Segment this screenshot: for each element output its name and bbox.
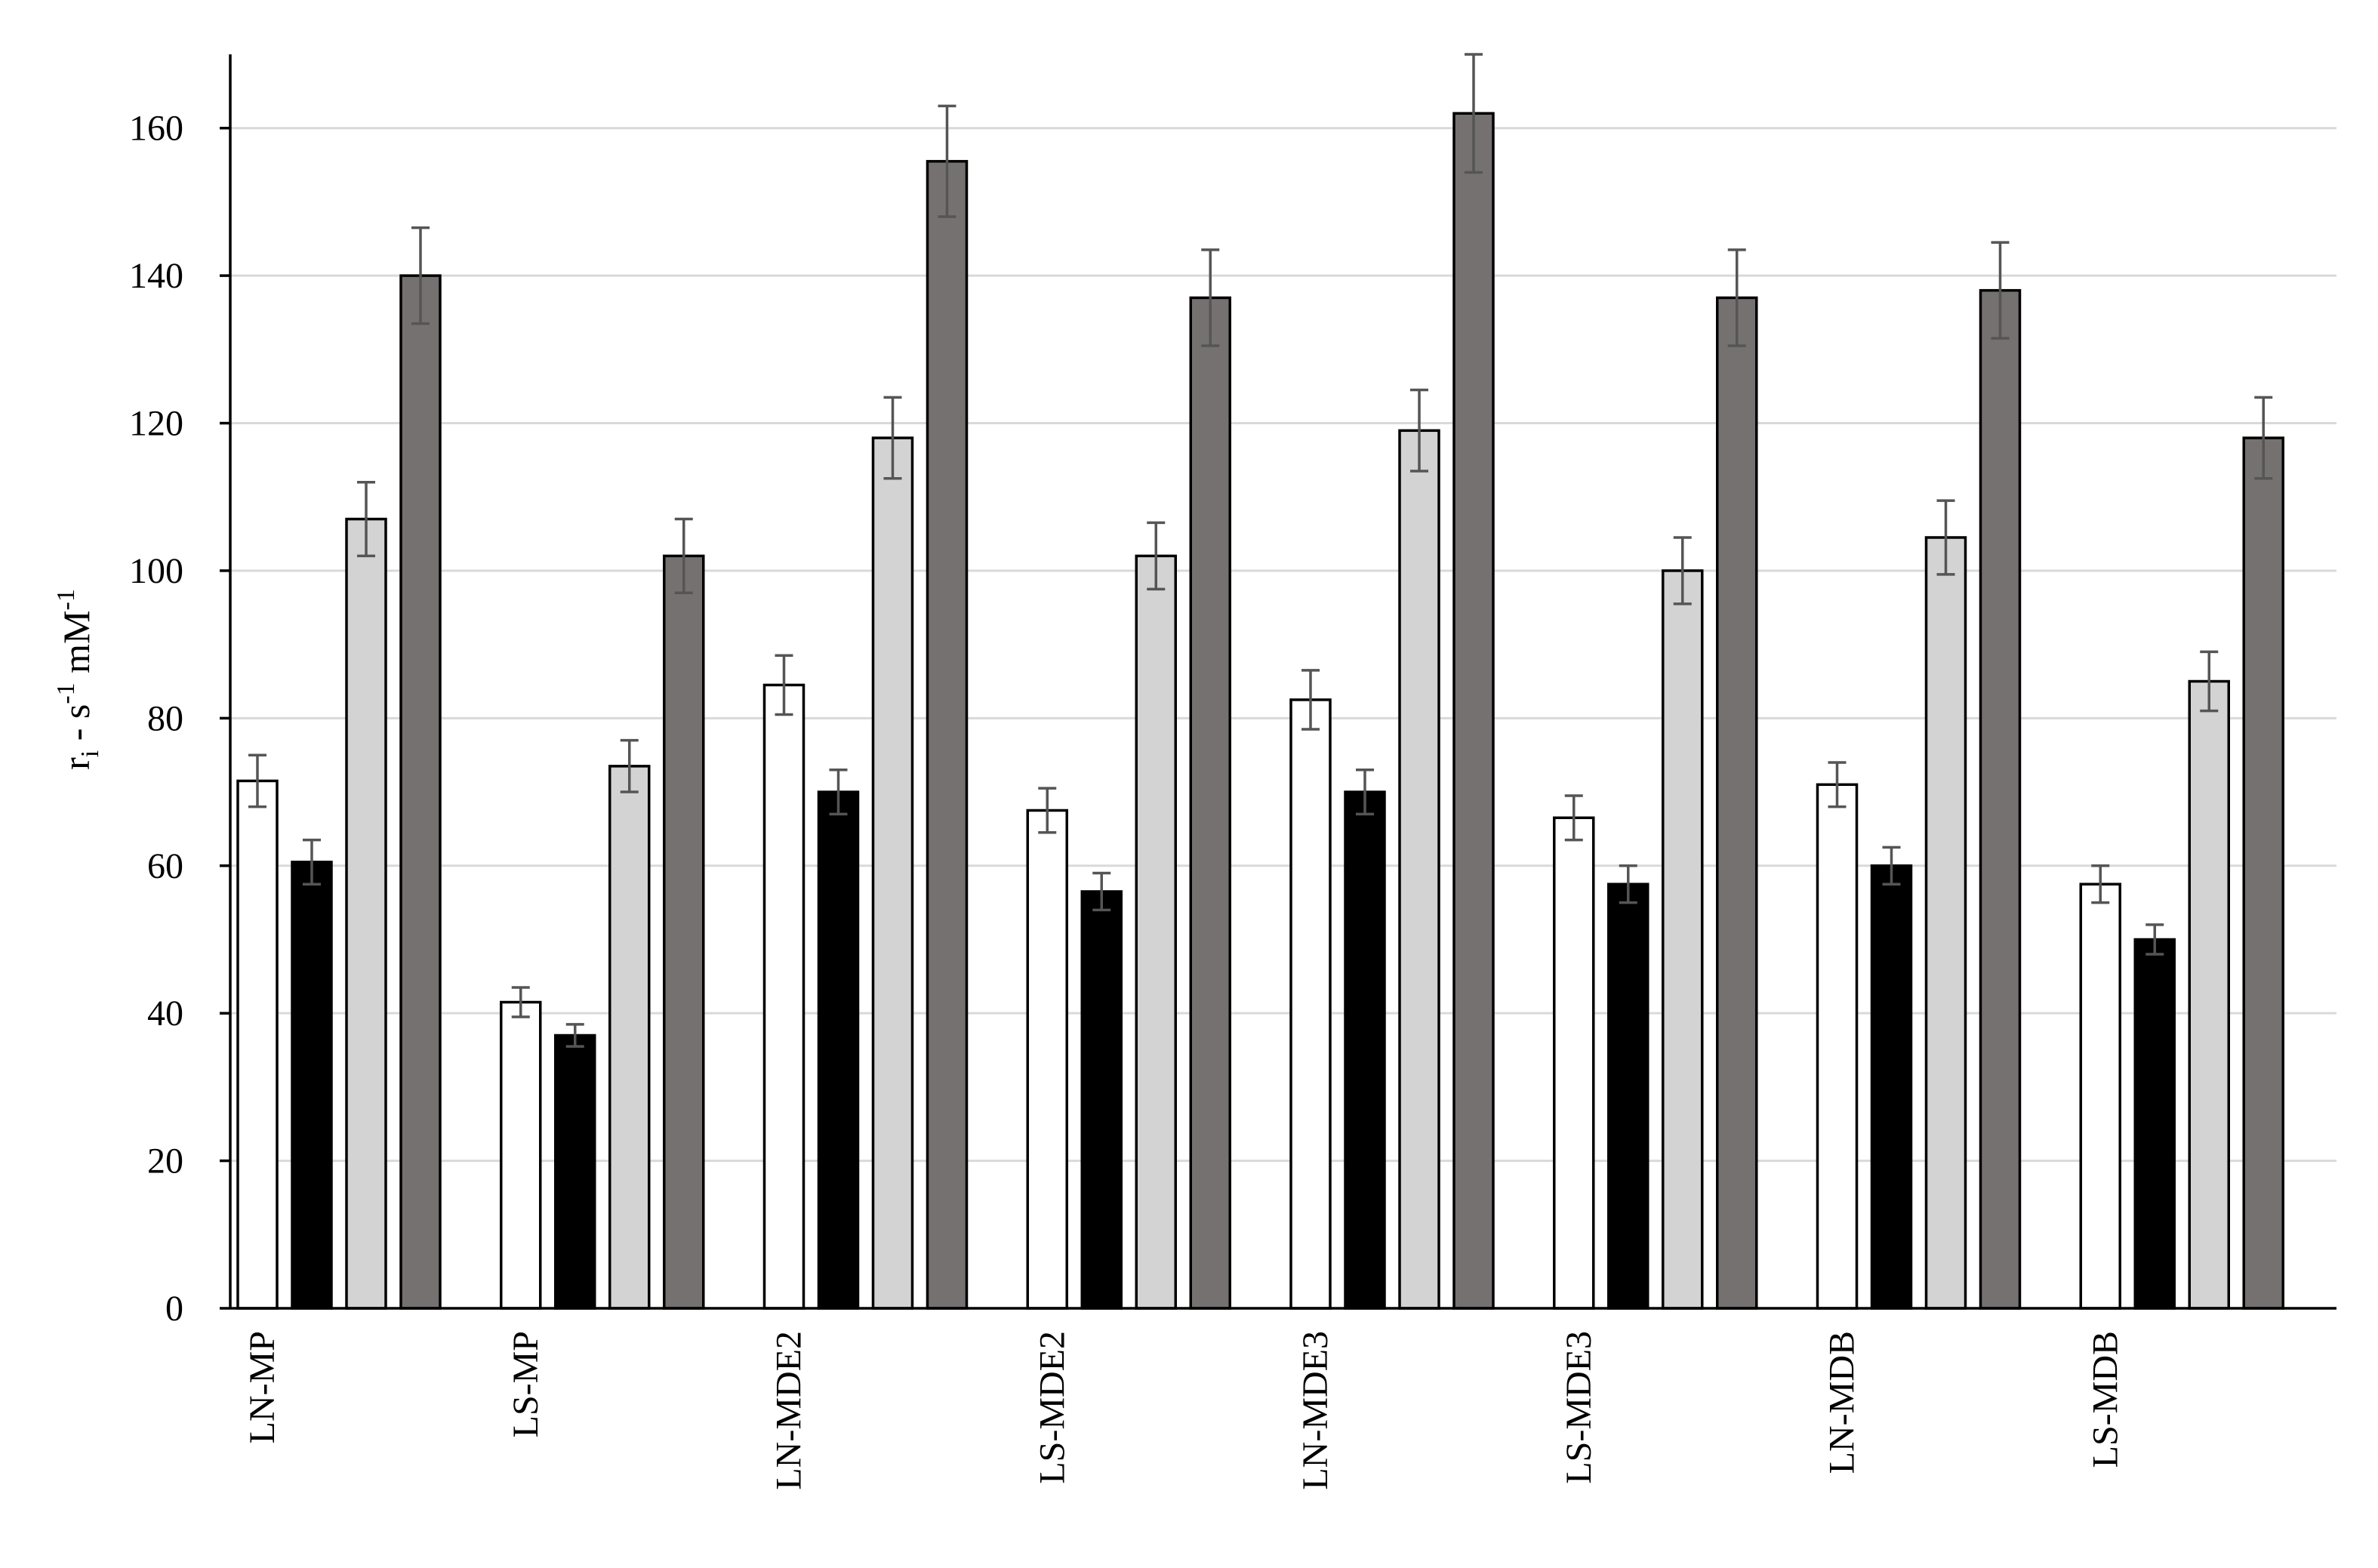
- y-tick-label: 40: [147, 993, 183, 1034]
- y-tick-label: 120: [129, 404, 183, 444]
- error-bar: [883, 396, 902, 480]
- bar-LS-MDE2-s2: [1080, 890, 1123, 1310]
- bar-LS-MDB-s1: [2079, 883, 2121, 1310]
- error-bar: [775, 654, 793, 716]
- error-bar: [1092, 871, 1111, 912]
- error-bar: [1828, 761, 1847, 809]
- error-bar: [1564, 794, 1583, 842]
- error-bar: [303, 838, 321, 886]
- error-bar: [674, 517, 693, 595]
- error-bar: [1882, 846, 1901, 886]
- error-bar: [1991, 241, 2010, 340]
- bar-LN-MDE2-s1: [762, 683, 806, 1310]
- bar-LS-MP-s3: [608, 765, 651, 1310]
- error-bar: [2091, 864, 2110, 904]
- bar-LS-MDE3-s4: [1716, 296, 1758, 1310]
- error-bar: [565, 1023, 584, 1048]
- error-bar: [1410, 388, 1428, 473]
- y-tick-label: 80: [147, 698, 183, 738]
- bar-LN-MDE2-s3: [871, 436, 914, 1310]
- bar-LS-MP-s1: [500, 1000, 542, 1310]
- error-bar: [411, 226, 430, 325]
- error-bar: [2254, 396, 2273, 480]
- x-tick-labels: LN-MP LS-MP LN-MDE2 LS-MDE2 LN-MDE3 LS-MDE3 LN…: [242, 1331, 2125, 1490]
- x-tick-label: LS-MDE2: [1032, 1331, 1072, 1484]
- error-bar: [829, 768, 848, 816]
- bar-LS-MP-s4: [663, 554, 705, 1310]
- bar-LN-MDB-s2: [1870, 864, 1913, 1310]
- bar-LS-MDB-s2: [2133, 938, 2176, 1310]
- y-tick-label: 160: [129, 109, 183, 149]
- y-tick-labels: 0 20 40 60 80 100 120 140 160: [129, 109, 183, 1329]
- bar-LS-MDE2-s4: [1189, 296, 1231, 1310]
- bar-LN-MDB-s1: [1816, 783, 1859, 1310]
- error-bar: [248, 753, 266, 809]
- y-tick-label: 60: [147, 846, 183, 886]
- error-bar: [938, 104, 956, 218]
- y-tick-label: 100: [129, 551, 183, 591]
- x-tick-label: LN-MDB: [1822, 1331, 1862, 1474]
- bar-LN-MDE3-s2: [1344, 790, 1386, 1310]
- bar-LN-MDE2-s2: [817, 790, 860, 1310]
- bar-LN-MDE2-s4: [926, 159, 969, 1310]
- bar-LN-MDB-s3: [1924, 536, 1967, 1310]
- error-bar: [620, 738, 639, 793]
- error-bars: [248, 53, 2273, 1048]
- y-axis-label: ri - s-1 mM-1: [52, 589, 104, 770]
- bar-LN-MP-s3: [345, 517, 387, 1310]
- y-tick-label: 140: [129, 256, 183, 296]
- x-tick-label: LS-MP: [506, 1331, 546, 1437]
- error-bar: [1673, 536, 1692, 605]
- y-tick-label: 0: [165, 1289, 183, 1329]
- error-bar: [1301, 669, 1320, 731]
- gridlines: [230, 127, 2336, 1163]
- error-bar: [2145, 923, 2164, 956]
- error-bar: [1727, 248, 1746, 347]
- x-tick-label: LN-MP: [242, 1331, 282, 1443]
- x-tick-label: LN-MDE3: [1295, 1331, 1335, 1490]
- error-bar: [1201, 248, 1220, 347]
- axes: [220, 54, 2336, 1310]
- bar-LN-MDB-s4: [1979, 288, 2022, 1310]
- bar-LN-MP-s2: [291, 861, 333, 1310]
- x-tick-label: LN-MDE2: [769, 1331, 809, 1490]
- x-tick-label: LS-MDE3: [1559, 1331, 1599, 1484]
- bar-LS-MDE3-s1: [1553, 816, 1595, 1310]
- bar-LN-MDE3-s1: [1289, 698, 1332, 1310]
- error-bar: [357, 480, 375, 558]
- x-tick-label: LS-MDB: [2085, 1331, 2125, 1468]
- error-bar: [511, 986, 530, 1018]
- error-bar: [1619, 864, 1637, 904]
- bar-LS-MDE2-s3: [1135, 554, 1177, 1310]
- bar-LN-MP-s1: [236, 779, 279, 1310]
- bar-LS-MDB-s3: [2188, 679, 2230, 1310]
- bar-LS-MDE3-s3: [1662, 569, 1704, 1310]
- error-bar: [1147, 521, 1166, 591]
- bar-LN-MDE3-s4: [1452, 112, 1495, 1310]
- bar-LS-MDE2-s1: [1026, 809, 1068, 1310]
- error-bar: [2200, 650, 2219, 713]
- error-bar: [1038, 787, 1057, 834]
- bar-LS-MDE3-s2: [1607, 883, 1650, 1310]
- bar-LN-MDE3-s3: [1398, 429, 1440, 1310]
- bar-LS-MDB-s4: [2242, 436, 2284, 1310]
- error-bar: [1936, 499, 1955, 576]
- bar-LN-MP-s4: [399, 274, 442, 1310]
- error-bar: [1465, 53, 1483, 174]
- y-tick-label: 20: [147, 1141, 183, 1181]
- bars: [236, 112, 2284, 1310]
- error-bar: [1356, 768, 1374, 816]
- bar-LS-MP-s2: [554, 1034, 596, 1310]
